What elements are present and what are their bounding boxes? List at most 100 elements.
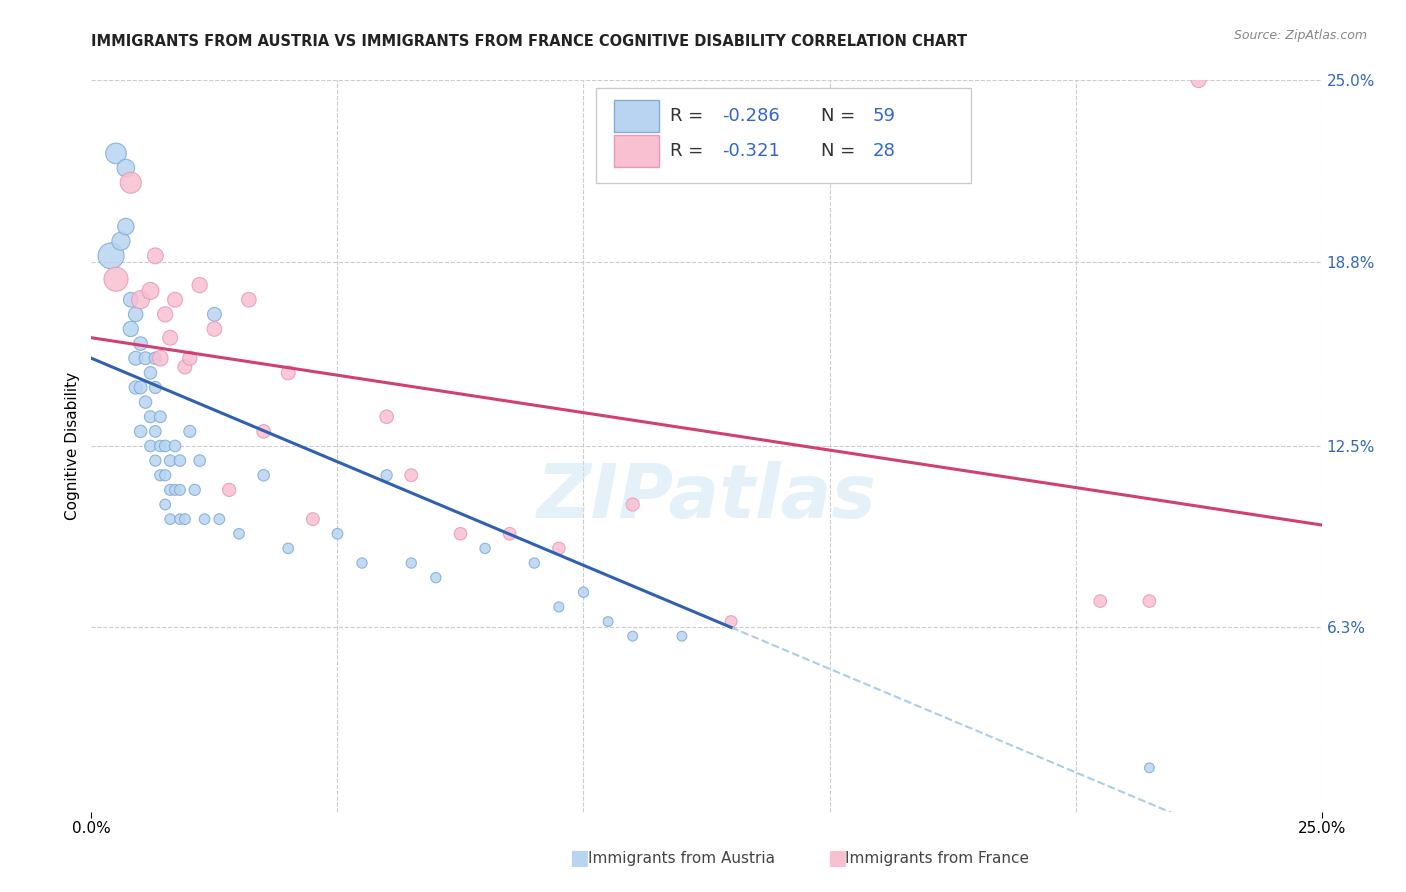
Point: [375, 468, 398, 483]
Point: [277, 541, 299, 556]
Point: [124, 380, 146, 394]
Point: [135, 351, 156, 366]
Text: Source: ZipAtlas.com: Source: ZipAtlas.com: [1233, 29, 1367, 42]
Point: [149, 468, 172, 483]
Point: [145, 351, 166, 366]
Point: [169, 483, 191, 497]
Text: ■: ■: [569, 848, 589, 868]
Point: [129, 380, 152, 394]
Point: [145, 380, 166, 394]
Point: [1088, 594, 1111, 608]
Point: [110, 234, 132, 248]
Point: [120, 293, 142, 307]
Point: [114, 161, 138, 175]
Text: Immigrants from Austria: Immigrants from Austria: [588, 851, 775, 865]
Point: [498, 526, 520, 541]
Point: [174, 512, 197, 526]
Text: N =: N =: [821, 107, 860, 125]
Point: [124, 307, 146, 321]
Point: [720, 615, 742, 629]
Point: [145, 425, 166, 439]
Point: [253, 425, 276, 439]
Point: [193, 512, 217, 526]
Point: [1187, 73, 1209, 87]
Point: [202, 307, 225, 321]
Point: [100, 249, 122, 263]
Point: [1139, 761, 1161, 775]
Point: [238, 293, 260, 307]
Point: [135, 395, 156, 409]
Point: [153, 498, 177, 512]
Point: [301, 512, 323, 526]
Point: [169, 453, 191, 467]
Y-axis label: Cognitive Disability: Cognitive Disability: [65, 372, 80, 520]
Point: [153, 439, 177, 453]
Point: [449, 526, 471, 541]
Point: [129, 336, 152, 351]
Point: [183, 483, 207, 497]
Text: 28: 28: [873, 142, 896, 161]
Point: [149, 439, 172, 453]
Point: [188, 278, 211, 293]
Point: [228, 526, 250, 541]
Point: [253, 468, 276, 483]
Point: [124, 351, 146, 366]
Point: [179, 351, 201, 366]
FancyBboxPatch shape: [614, 100, 658, 132]
Point: [326, 526, 349, 541]
Point: [120, 176, 142, 190]
FancyBboxPatch shape: [596, 87, 972, 183]
Point: [139, 284, 162, 298]
Text: Immigrants from France: Immigrants from France: [845, 851, 1029, 865]
Point: [523, 556, 546, 570]
Point: [129, 425, 152, 439]
Point: [1139, 594, 1161, 608]
Point: [139, 439, 162, 453]
Point: [208, 512, 231, 526]
Point: [399, 468, 422, 483]
Point: [159, 453, 181, 467]
Text: R =: R =: [669, 107, 709, 125]
Point: [149, 409, 172, 424]
Point: [145, 249, 166, 263]
Point: [621, 629, 644, 643]
Point: [145, 453, 166, 467]
Point: [153, 468, 177, 483]
Point: [425, 571, 447, 585]
Point: [163, 439, 186, 453]
FancyBboxPatch shape: [614, 136, 658, 168]
Point: [139, 366, 162, 380]
Point: [547, 541, 569, 556]
Point: [159, 331, 181, 345]
Point: [114, 219, 138, 234]
Point: [129, 293, 152, 307]
Point: [159, 483, 181, 497]
Point: [671, 629, 693, 643]
Point: [547, 599, 569, 614]
Text: N =: N =: [821, 142, 860, 161]
Point: [399, 556, 422, 570]
Text: ■: ■: [827, 848, 846, 868]
Point: [202, 322, 225, 336]
Point: [139, 409, 162, 424]
Point: [169, 512, 191, 526]
Point: [163, 293, 186, 307]
Point: [277, 366, 299, 380]
Text: 59: 59: [873, 107, 896, 125]
Point: [596, 615, 619, 629]
Text: IMMIGRANTS FROM AUSTRIA VS IMMIGRANTS FROM FRANCE COGNITIVE DISABILITY CORRELATI: IMMIGRANTS FROM AUSTRIA VS IMMIGRANTS FR…: [91, 34, 967, 49]
Text: -0.321: -0.321: [723, 142, 780, 161]
Point: [352, 556, 374, 570]
Point: [174, 359, 197, 374]
Text: -0.286: -0.286: [723, 107, 780, 125]
Point: [188, 453, 211, 467]
Point: [149, 351, 172, 366]
Point: [621, 498, 644, 512]
Point: [163, 483, 186, 497]
Point: [218, 483, 240, 497]
Text: ZIPatlas: ZIPatlas: [537, 460, 876, 533]
Text: R =: R =: [669, 142, 709, 161]
Point: [153, 307, 177, 321]
Point: [159, 512, 181, 526]
Point: [474, 541, 496, 556]
